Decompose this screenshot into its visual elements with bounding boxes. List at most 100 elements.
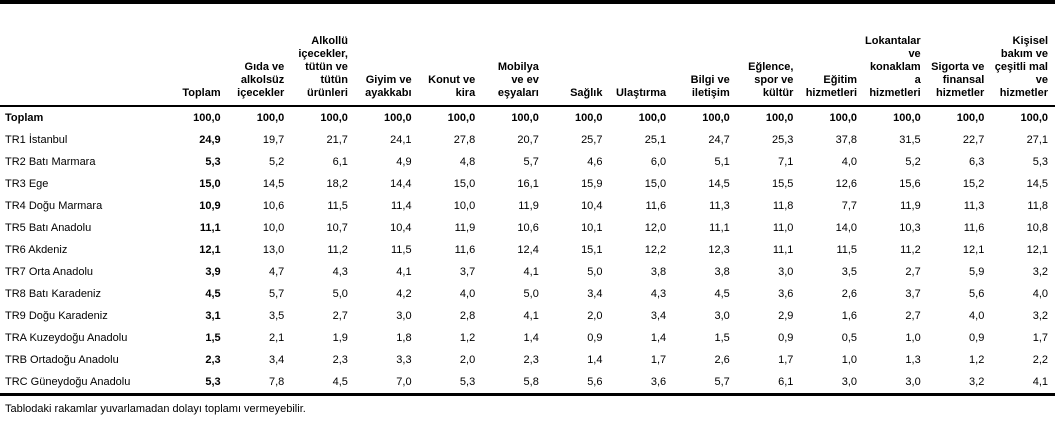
cell: 2,7 <box>905 310 921 322</box>
cell: 7,8 <box>268 376 285 388</box>
cell: 10,4 <box>581 200 603 212</box>
column-header: Bilgi ve iletişim <box>673 2 737 107</box>
cell: 1,4 <box>650 332 667 344</box>
table-row: TR9 Doğu Karadeniz 3,1 3,5 2,7 3,0 2,8 4,1 2,0 3… <box>0 305 1055 327</box>
column-header: Eğitim hizmetleri <box>800 2 865 107</box>
cell: 4,0 <box>1032 288 1048 300</box>
cell: 10,9 <box>199 200 221 212</box>
table-row: TR3 Ege 15,0 14,5 18,2 14,4 15,0 16,1 15,9 15,0 1… <box>0 173 1055 195</box>
cell: 2,3 <box>332 354 348 366</box>
cell: 1,2 <box>969 354 985 366</box>
cell: 14,5 <box>1026 178 1048 190</box>
cell: 5,2 <box>905 156 921 168</box>
cell: 15,2 <box>962 178 985 190</box>
cell: 2,1 <box>268 332 285 344</box>
row-label: TRC Güneydoğu Anadolu <box>5 376 131 388</box>
cell: 15,1 <box>581 244 603 256</box>
cell: 100,0 <box>956 112 985 124</box>
cell: 5,7 <box>714 376 730 388</box>
cell: 24,1 <box>390 134 412 146</box>
cell: 10,0 <box>453 200 476 212</box>
cell: 27,1 <box>1026 134 1048 146</box>
cell: 4,1 <box>1032 376 1048 388</box>
cell: 1,5 <box>205 332 221 344</box>
cell: 3,5 <box>268 310 285 322</box>
cell: 12,6 <box>835 178 858 190</box>
cell: 5,3 <box>1032 156 1048 168</box>
cell: 2,3 <box>523 354 539 366</box>
cell: 19,7 <box>262 134 285 146</box>
cell: 11,3 <box>963 200 985 212</box>
column-header: Alkollü içecekler, tütün ve tütün ürünle… <box>291 2 355 107</box>
cell: 5,8 <box>523 376 539 388</box>
cell: 5,9 <box>969 266 985 278</box>
cell: 6,1 <box>332 156 348 168</box>
cell: 1,8 <box>396 332 412 344</box>
cell: 13,0 <box>262 244 285 256</box>
cell: 4,7 <box>268 266 285 278</box>
cell: 1,7 <box>1032 332 1048 344</box>
table-row: TR6 Akdeniz 12,1 13,0 11,2 11,5 11,6 12,4 15,1 1… <box>0 239 1055 261</box>
cell: 20,7 <box>517 134 539 146</box>
cell: 10,1 <box>581 222 603 234</box>
cell: 1,4 <box>523 332 539 344</box>
cell: 12,0 <box>644 222 667 234</box>
cell: 4,5 <box>332 376 348 388</box>
cell: 24,9 <box>199 134 221 146</box>
cell: 14,4 <box>390 178 412 190</box>
column-header: Kişisel bakım ve çeşitli mal ve hizmetle… <box>991 2 1055 107</box>
cell: 100,0 <box>702 112 730 124</box>
cell: 11,1 <box>772 244 794 256</box>
cell: 11,9 <box>900 200 921 212</box>
table-row: TR8 Batı Karadeniz 4,5 5,7 5,0 4,2 4,0 5,0 3,4 4… <box>0 283 1055 305</box>
cell: 3,0 <box>714 310 730 322</box>
row-label: Toplam <box>5 112 44 124</box>
cell: 2,6 <box>841 288 858 300</box>
cell: 10,0 <box>262 222 285 234</box>
cell: 11,9 <box>454 222 476 234</box>
header-row: Toplam Gıda ve alkolsüz içecekler Alkollü … <box>0 2 1055 107</box>
cell: 25,1 <box>644 134 667 146</box>
cell: 1,7 <box>778 354 794 366</box>
cell: 100,0 <box>765 112 794 124</box>
table-row: Toplam 100,0 100,0 100,0 100,0 100,0 100,0 100,… <box>0 106 1055 129</box>
row-label: TR3 Ege <box>5 178 49 190</box>
cell: 1,9 <box>332 332 348 344</box>
cell: 4,2 <box>396 288 412 300</box>
column-header: Konut ve kira <box>418 2 483 107</box>
cell: 27,8 <box>453 134 476 146</box>
cell: 2,7 <box>332 310 348 322</box>
column-header: Eğlence, spor ve kültür <box>736 2 801 107</box>
cell: 3,0 <box>778 266 794 278</box>
cell: 3,4 <box>268 354 285 366</box>
cell: 11,6 <box>963 222 985 234</box>
cell: 5,2 <box>268 156 285 168</box>
row-label: TR6 Akdeniz <box>5 244 68 256</box>
table-body: Toplam 100,0 100,0 100,0 100,0 100,0 100,0 100,… <box>0 106 1055 395</box>
cell: 100,0 <box>574 112 603 124</box>
row-label: TR7 Orta Anadolu <box>5 266 94 278</box>
cell: 100,0 <box>511 112 539 124</box>
cell: 7,7 <box>841 200 858 212</box>
regional-expenditure-table: Toplam Gıda ve alkolsüz içecekler Alkollü … <box>0 0 1055 396</box>
cell: 4,1 <box>396 266 412 278</box>
cell: 3,2 <box>1032 310 1048 322</box>
cell: 4,5 <box>205 288 221 300</box>
table-row: TRC Güneydoğu Anadolu 5,3 7,8 4,5 7,0 5,3 5,8 5… <box>0 371 1055 395</box>
cell: 14,5 <box>708 178 730 190</box>
table-row: TRB Ortadoğu Anadolu 2,3 3,4 2,3 3,3 2,0 2,3 1,… <box>0 349 1055 371</box>
row-header-cell <box>0 2 164 107</box>
cell: 5,0 <box>587 266 603 278</box>
cell: 10,8 <box>1026 222 1048 234</box>
cell: 4,8 <box>459 156 476 168</box>
cell: 5,1 <box>714 156 730 168</box>
cell: 15,0 <box>644 178 667 190</box>
cell: 12,2 <box>644 244 667 256</box>
cell: 10,6 <box>517 222 539 234</box>
cell: 1,4 <box>587 354 603 366</box>
table-header: Toplam Gıda ve alkolsüz içecekler Alkollü … <box>0 2 1055 107</box>
cell: 11,1 <box>709 222 730 234</box>
cell: 4,3 <box>332 266 348 278</box>
cell: 11,5 <box>327 200 348 212</box>
